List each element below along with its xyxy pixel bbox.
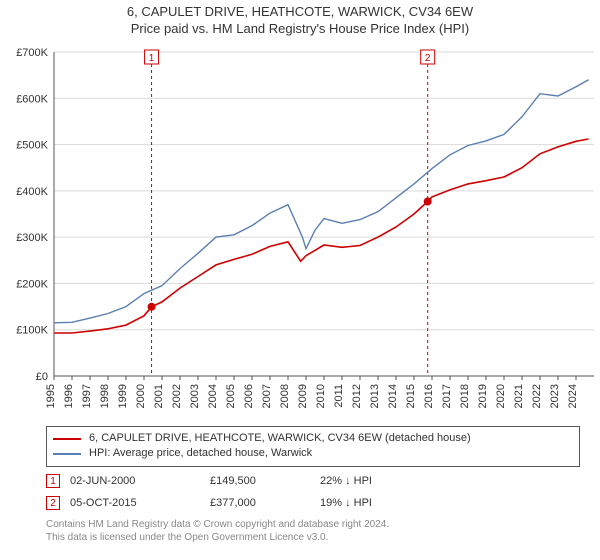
svg-text:2: 2: [425, 53, 431, 64]
chart-area: £0 £100K £200K £300K £400K £500K £600K £700K 1 2 1…: [0, 46, 600, 416]
svg-text:£200K: £200K: [16, 278, 48, 290]
legend-row-property: 6, CAPULET DRIVE, HEATHCOTE, WARWICK, CV…: [53, 431, 573, 446]
chart-titles: 6, CAPULET DRIVE, HEATHCOTE, WARWICK, CV…: [0, 0, 600, 36]
svg-text:£300K: £300K: [16, 232, 48, 244]
svg-text:2016: 2016: [423, 384, 435, 408]
svg-text:2013: 2013: [369, 384, 381, 408]
svg-text:2000: 2000: [135, 384, 147, 408]
svg-text:1996: 1996: [63, 384, 75, 408]
svg-text:2024: 2024: [567, 384, 579, 408]
svg-text:2012: 2012: [351, 384, 363, 408]
footnote: Contains HM Land Registry data © Crown c…: [46, 518, 566, 544]
svg-text:2018: 2018: [459, 384, 471, 408]
svg-text:£400K: £400K: [16, 186, 48, 198]
svg-text:£500K: £500K: [16, 140, 48, 152]
transaction-badge-2: 2: [46, 496, 60, 510]
svg-text:2019: 2019: [477, 384, 489, 408]
transaction-price: £377,000: [210, 497, 310, 509]
svg-text:2020: 2020: [495, 384, 507, 408]
svg-text:2010: 2010: [315, 384, 327, 408]
legend-row-hpi: HPI: Average price, detached house, Warw…: [53, 446, 573, 461]
transaction-row: 2 05-OCT-2015 £377,000 19% ↓ HPI: [46, 492, 566, 514]
svg-text:2001: 2001: [153, 384, 165, 408]
svg-text:2022: 2022: [531, 384, 543, 408]
svg-text:2002: 2002: [171, 384, 183, 408]
transaction-row: 1 02-JUN-2000 £149,500 22% ↓ HPI: [46, 470, 566, 492]
svg-text:2003: 2003: [189, 384, 201, 408]
legend-label-hpi: HPI: Average price, detached house, Warw…: [89, 446, 312, 461]
svg-text:2008: 2008: [279, 384, 291, 408]
legend-label-property: 6, CAPULET DRIVE, HEATHCOTE, WARWICK, CV…: [89, 431, 471, 446]
svg-text:2023: 2023: [549, 384, 561, 408]
footnote-line2: This data is licensed under the Open Gov…: [46, 531, 566, 544]
svg-text:2009: 2009: [297, 384, 309, 408]
legend-swatch-property: [53, 438, 81, 440]
transaction-hpi-delta: 19% ↓ HPI: [320, 497, 440, 509]
svg-text:2004: 2004: [207, 384, 219, 408]
svg-text:2011: 2011: [333, 384, 345, 408]
svg-text:£100K: £100K: [16, 325, 48, 337]
svg-text:1999: 1999: [117, 384, 129, 408]
svg-text:1998: 1998: [99, 384, 111, 408]
title-main: 6, CAPULET DRIVE, HEATHCOTE, WARWICK, CV…: [0, 4, 600, 19]
svg-text:2006: 2006: [243, 384, 255, 408]
transaction-hpi-delta: 22% ↓ HPI: [320, 475, 440, 487]
svg-text:£0: £0: [36, 371, 48, 383]
transaction-price: £149,500: [210, 475, 310, 487]
svg-text:2007: 2007: [261, 384, 273, 408]
legend: 6, CAPULET DRIVE, HEATHCOTE, WARWICK, CV…: [46, 426, 580, 467]
transaction-date: 05-OCT-2015: [70, 497, 200, 509]
svg-text:2015: 2015: [405, 384, 417, 408]
svg-text:£600K: £600K: [16, 93, 48, 105]
footnote-line1: Contains HM Land Registry data © Crown c…: [46, 518, 566, 531]
svg-text:2014: 2014: [387, 384, 399, 408]
svg-text:1995: 1995: [45, 384, 57, 408]
svg-text:2021: 2021: [513, 384, 525, 408]
svg-text:1: 1: [149, 53, 155, 64]
svg-text:£700K: £700K: [16, 47, 48, 59]
svg-text:2017: 2017: [441, 384, 453, 408]
title-sub: Price paid vs. HM Land Registry's House …: [0, 21, 600, 36]
line-chart-svg: £0 £100K £200K £300K £400K £500K £600K £700K 1 2 1…: [0, 46, 600, 416]
transaction-date: 02-JUN-2000: [70, 475, 200, 487]
transactions-table: 1 02-JUN-2000 £149,500 22% ↓ HPI 2 05-OC…: [46, 470, 566, 514]
transaction-badge-1: 1: [46, 474, 60, 488]
svg-text:1997: 1997: [81, 384, 93, 408]
svg-text:2005: 2005: [225, 384, 237, 408]
legend-swatch-hpi: [53, 453, 81, 455]
